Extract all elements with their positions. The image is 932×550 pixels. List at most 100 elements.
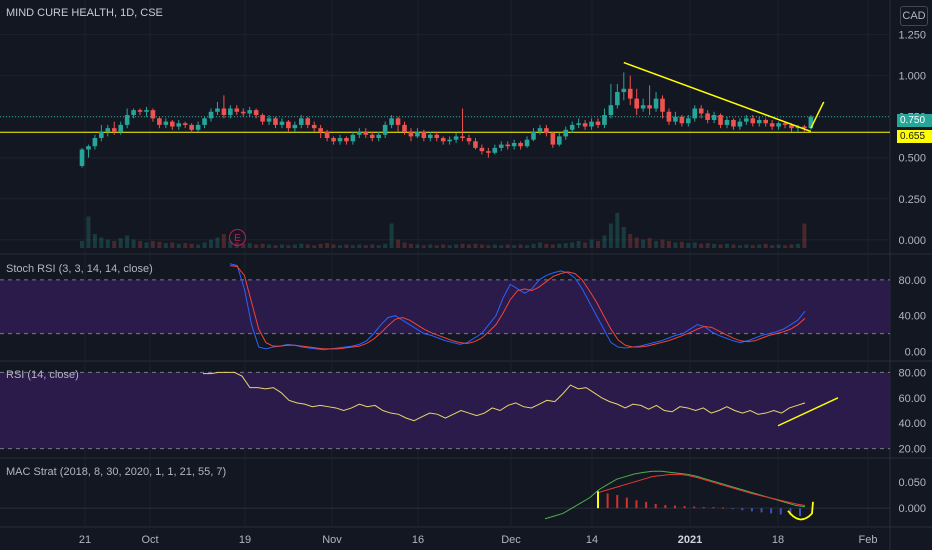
volume-bar bbox=[615, 213, 620, 248]
stoch-rsi-title: Stoch RSI (3, 3, 14, 14, close) bbox=[6, 263, 153, 275]
rsi-y-tick: 20.00 bbox=[898, 444, 926, 456]
volume-bar bbox=[499, 245, 504, 248]
candle-body bbox=[498, 144, 504, 148]
volume-bar bbox=[105, 239, 110, 248]
mac-histogram-bar bbox=[722, 507, 725, 509]
mac-histogram-bar bbox=[645, 501, 648, 509]
volume-bar bbox=[267, 244, 272, 248]
candle-body bbox=[769, 123, 775, 127]
candle-body bbox=[718, 115, 723, 125]
volume-bar bbox=[686, 243, 691, 248]
candle-body bbox=[460, 136, 465, 139]
volume-bar bbox=[363, 245, 368, 248]
volume-bar bbox=[531, 243, 536, 248]
candle-body bbox=[479, 147, 485, 152]
volume-bar bbox=[525, 245, 530, 248]
currency-button[interactable]: CAD bbox=[900, 6, 928, 26]
candle-body bbox=[679, 116, 685, 124]
volume-bar bbox=[550, 244, 555, 248]
volume-bar bbox=[221, 234, 226, 248]
candle-body bbox=[318, 128, 323, 132]
candle-body bbox=[447, 139, 452, 142]
candle-body bbox=[331, 138, 336, 142]
mac-slow-line bbox=[598, 473, 806, 507]
candle-body bbox=[666, 111, 672, 122]
volume-bar bbox=[138, 241, 143, 248]
volume-bar bbox=[518, 244, 523, 248]
volume-bar bbox=[338, 245, 342, 248]
candle-body bbox=[228, 108, 233, 116]
volume-bar bbox=[350, 245, 355, 248]
mac-histogram-bar bbox=[635, 500, 638, 509]
candle-body bbox=[698, 108, 704, 114]
mac-histogram-bar bbox=[597, 491, 599, 509]
mac-histogram-bar bbox=[741, 508, 744, 511]
volume-bar bbox=[428, 244, 433, 248]
volume-bar bbox=[86, 216, 91, 248]
candle-body bbox=[756, 119, 762, 124]
candle-body bbox=[118, 124, 123, 132]
volume-bar bbox=[460, 243, 465, 248]
candle-body bbox=[260, 115, 265, 122]
earnings-marker-icon[interactable]: E bbox=[229, 229, 246, 246]
x-tick-label: Feb bbox=[859, 534, 878, 546]
volume-bar bbox=[660, 239, 665, 248]
candle-body bbox=[389, 118, 394, 125]
mac-y-tick: 0.000 bbox=[898, 503, 926, 515]
volume-bar bbox=[383, 243, 388, 248]
mac-histogram-bar bbox=[712, 507, 715, 509]
volume-bar bbox=[783, 245, 788, 248]
candle-body bbox=[182, 123, 188, 125]
mac-histogram-bar bbox=[702, 507, 705, 509]
volume-bar bbox=[170, 242, 175, 248]
mac-histogram-bar bbox=[779, 508, 782, 515]
volume-bar bbox=[718, 244, 723, 248]
support-price-tag: 0.655 bbox=[897, 130, 932, 143]
volume-bar bbox=[647, 238, 652, 248]
volume-bar bbox=[260, 243, 265, 248]
candle-body bbox=[286, 121, 291, 129]
candle-body bbox=[640, 105, 646, 109]
y-tick-label: 1.250 bbox=[898, 30, 926, 42]
candle-body bbox=[253, 110, 259, 116]
candle-body bbox=[163, 121, 169, 125]
volume-bar bbox=[396, 239, 401, 248]
volume-bar bbox=[712, 243, 717, 248]
candle-body bbox=[215, 108, 220, 112]
volume-bar bbox=[699, 243, 704, 248]
volume-bar bbox=[757, 244, 762, 248]
mac-histogram-bar bbox=[683, 506, 686, 509]
candle-body bbox=[150, 110, 156, 119]
candle-body bbox=[731, 119, 736, 127]
candle-body bbox=[266, 118, 272, 122]
volume-bar bbox=[163, 243, 168, 248]
candle-body bbox=[537, 128, 543, 132]
volume-bar bbox=[666, 241, 671, 248]
candle-body bbox=[234, 108, 240, 112]
x-tick-label: Nov bbox=[322, 534, 342, 546]
volume-bar bbox=[570, 242, 575, 248]
candle-body bbox=[273, 118, 278, 125]
candle-body bbox=[692, 108, 698, 119]
candle-body bbox=[466, 138, 472, 142]
candle-body bbox=[711, 115, 717, 120]
mac-histogram-bar bbox=[789, 508, 792, 516]
volume-bar bbox=[544, 243, 549, 248]
mac-histogram-bar bbox=[664, 505, 667, 509]
candle-body bbox=[208, 111, 214, 119]
candle-body bbox=[602, 115, 607, 125]
rsi-title: RSI (14, close) bbox=[6, 369, 79, 381]
volume-bar bbox=[621, 227, 626, 248]
volume-bar bbox=[370, 244, 375, 248]
candle-body bbox=[544, 128, 549, 134]
volume-bar bbox=[292, 244, 297, 248]
volume-bar bbox=[150, 241, 155, 248]
candle-body bbox=[621, 88, 627, 93]
candle-body bbox=[247, 110, 252, 114]
volume-bar bbox=[99, 237, 104, 248]
volume-bar bbox=[770, 245, 775, 248]
candle-body bbox=[92, 138, 98, 147]
candle-body bbox=[421, 131, 427, 139]
candle-body bbox=[111, 128, 117, 132]
